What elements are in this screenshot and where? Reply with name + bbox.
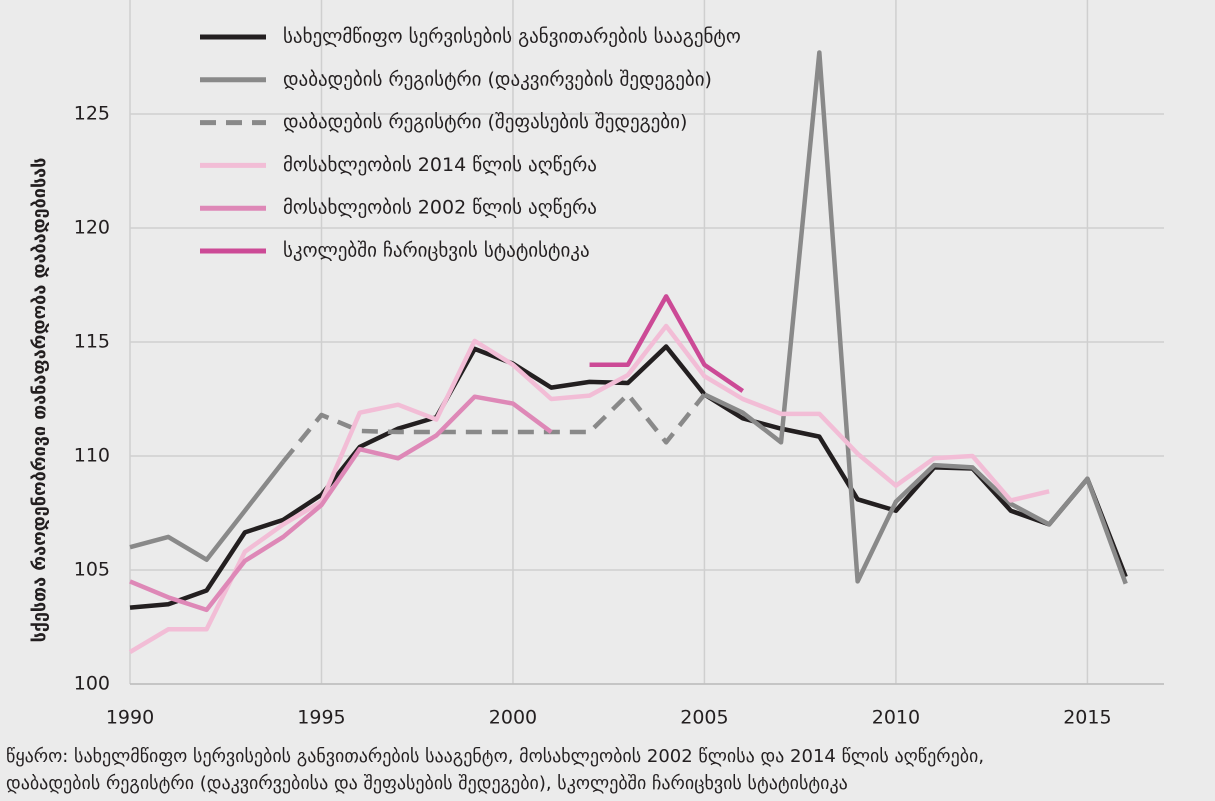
- source-note: დაბადების რეგისტრი (დაკვირვებისა და შეფა…: [6, 773, 848, 794]
- x-tick-label: 1995: [297, 707, 345, 729]
- series-line: [281, 392, 707, 464]
- y-tick-label: 125: [74, 103, 110, 125]
- x-tick-label: 1990: [106, 707, 154, 729]
- legend-label: დაბადების რეგისტრი (შეფასების შედეგები): [283, 111, 687, 133]
- y-tick-label: 105: [74, 559, 110, 581]
- series-line: [589, 294, 745, 393]
- legend-label: მოსახლეობის 2002 წლის აღწერა: [283, 197, 597, 219]
- legend-label: მოსახლეობის 2014 წლის აღწერა: [283, 154, 597, 176]
- legend-label: სახელმწიფო სერვისების განვითარების სააგე…: [283, 26, 741, 48]
- x-tick-label: 2000: [489, 707, 537, 729]
- x-tick-label: 2005: [680, 707, 728, 729]
- x-tick-label: 2015: [1063, 707, 1111, 729]
- series-line: [129, 394, 553, 613]
- y-tick-label: 100: [74, 673, 110, 695]
- source-note: წყარო: სახელმწიფო სერვისების განვითარები…: [6, 746, 984, 767]
- series-line: [128, 323, 1050, 655]
- y-tick-label: 110: [74, 445, 110, 467]
- series-line: [129, 50, 1128, 585]
- x-tick-label: 2010: [872, 707, 920, 729]
- legend-label: დაბადების რეგისტრი (დაკვირვების შედეგები…: [283, 68, 712, 90]
- y-axis-label: სქესთა რაოდენობრივი თანაფარდობა დაბადები…: [29, 158, 50, 643]
- legend-label: სკოლებში ჩარიცხვის სტატისტიკა: [283, 240, 590, 262]
- y-tick-label: 115: [74, 331, 110, 353]
- y-tick-label: 120: [74, 217, 110, 239]
